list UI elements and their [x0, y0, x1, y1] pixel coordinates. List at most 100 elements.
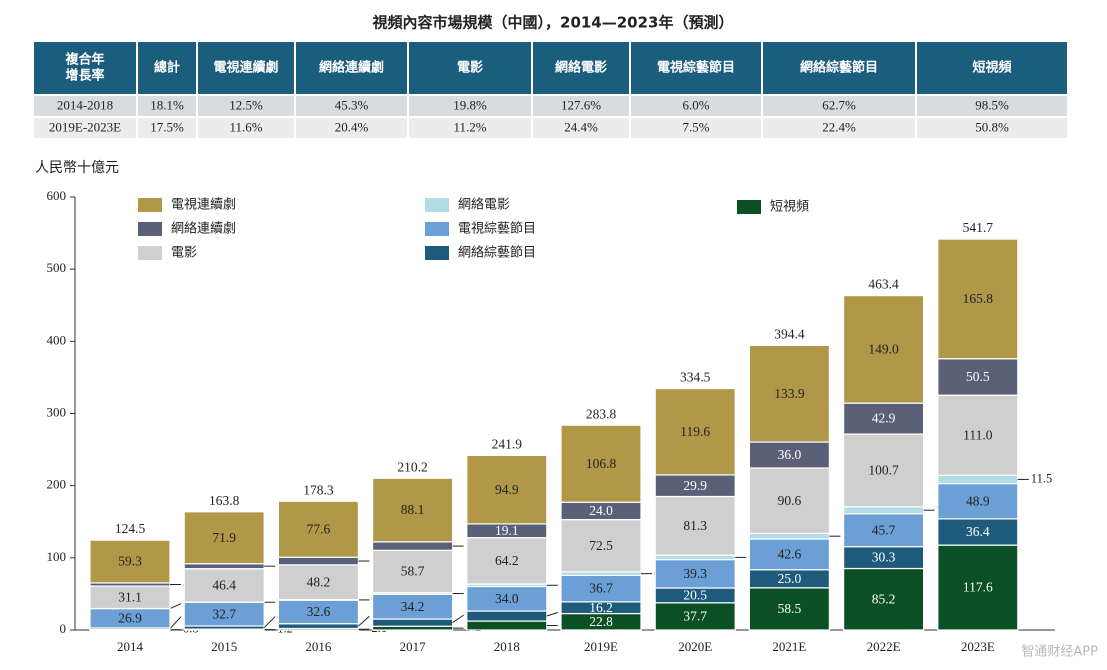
value-label: 106.8	[586, 456, 617, 471]
total-label: 334.5	[680, 370, 711, 385]
legend-swatch	[425, 222, 449, 236]
legend-swatch	[138, 222, 162, 236]
table-cell-text: 7.5%	[682, 119, 709, 134]
table-header-cell	[34, 42, 136, 94]
value-label: 31.1	[118, 589, 142, 604]
bar-segment	[277, 500, 359, 558]
value-label: 46.4	[212, 577, 236, 592]
table-cell-text: 17.5%	[150, 119, 184, 134]
value-label: 94.9	[495, 482, 519, 497]
bar-segment	[654, 602, 736, 631]
table-header-cell	[138, 42, 196, 94]
bar-segment	[560, 574, 642, 603]
bar-segment	[466, 610, 548, 622]
table-cell-text: 19.8%	[453, 97, 487, 112]
value-label: 36.4	[966, 524, 990, 539]
legend-label: 電視連續劇	[171, 198, 236, 213]
value-label: 25.0	[778, 571, 802, 586]
value-label: 58.7	[401, 564, 425, 579]
table-header-cell	[763, 42, 915, 94]
value-label: 20.5	[683, 587, 707, 602]
table-header-cell	[296, 42, 407, 94]
value-label: 119.6	[680, 424, 710, 439]
table-cell-text: 2014-2018	[57, 97, 113, 112]
table-cell	[409, 118, 531, 138]
value-label: 11.5	[1031, 471, 1052, 485]
value-label: 133.9	[774, 386, 805, 401]
table-cell	[533, 96, 629, 116]
value-label: 32.6	[307, 604, 331, 619]
table-cell-text: 50.8%	[975, 119, 1009, 134]
table-cell-text: 12.5%	[229, 97, 263, 112]
bar-segment	[466, 454, 548, 525]
value-label: 42.9	[872, 411, 896, 426]
bar-segment	[560, 424, 642, 503]
value-label: 149.0	[868, 341, 899, 356]
bar-segment	[842, 402, 925, 435]
bar-segment	[89, 539, 171, 584]
x-tick-label: 2021E	[772, 639, 806, 654]
y-tick-label: 600	[47, 188, 67, 203]
value-label: 22.8	[589, 614, 613, 629]
x-tick-label: 2018	[494, 639, 520, 654]
leader-line	[546, 612, 558, 617]
table-header-text: 網絡電影	[555, 60, 607, 76]
table-header-cell	[533, 42, 629, 94]
bar-segment	[842, 567, 925, 631]
table-cell	[763, 96, 915, 116]
table-cell-text: 24.4%	[564, 119, 598, 134]
bar-segment	[183, 563, 265, 570]
value-label: 59.3	[118, 554, 142, 569]
value-label: 24.0	[589, 503, 613, 518]
bar-segment	[654, 559, 736, 589]
x-tick-label: 2022E	[867, 639, 901, 654]
value-label: 45.7	[872, 522, 896, 537]
bar-segment	[937, 238, 1019, 360]
bar-segment	[654, 388, 736, 476]
value-label: 58.5	[778, 601, 802, 616]
bar-segment	[654, 554, 736, 561]
value-label: 26.9	[118, 610, 142, 625]
legend-swatch	[138, 246, 162, 260]
value-label: 39.3	[683, 566, 707, 581]
y-tick-label: 300	[47, 404, 67, 419]
x-tick-label: 2023E	[961, 639, 995, 654]
bar-segment	[372, 618, 454, 627]
bar-segment	[372, 541, 454, 551]
value-label: 100.7	[868, 462, 899, 477]
value-label: 37.7	[683, 608, 707, 623]
table-header-text: 電視綜藝節目	[657, 60, 735, 76]
total-label: 541.7	[963, 220, 994, 235]
value-label: 30.3	[872, 550, 896, 565]
x-tick-label: 2015	[211, 639, 237, 654]
table-header-text: 電視連續劇	[213, 60, 278, 76]
bar-segment	[748, 344, 831, 443]
x-tick-label: 2016	[305, 639, 332, 654]
value-label: 117.6	[963, 580, 993, 595]
table-header-cell	[917, 42, 1067, 94]
total-label: 124.5	[115, 521, 146, 536]
table-cell	[34, 96, 136, 116]
table-header-text: 短視頻	[972, 60, 1011, 76]
x-tick-label: 2014	[117, 639, 144, 654]
table-header-text: 電影	[457, 60, 483, 76]
bar-segment	[937, 518, 1019, 546]
bar-segment	[842, 506, 925, 515]
legend-label: 短視頻	[770, 200, 809, 215]
legend-swatch	[425, 198, 449, 212]
table-cell	[631, 118, 761, 138]
table-header-cell	[198, 42, 294, 94]
y-tick-label: 500	[47, 260, 67, 275]
value-label: 50.5	[966, 369, 990, 384]
value-label: 34.2	[401, 599, 425, 614]
bar-segment	[748, 538, 831, 571]
x-tick-label: 2017	[400, 639, 427, 654]
value-label: 111.0	[963, 427, 993, 442]
bar-segment	[183, 568, 265, 603]
value-label: 90.6	[778, 493, 802, 508]
value-label: 64.2	[495, 553, 519, 568]
value-label: 19.1	[495, 523, 519, 538]
table-cell	[138, 118, 196, 138]
table-cell	[917, 118, 1067, 138]
value-label: 81.3	[683, 518, 707, 533]
